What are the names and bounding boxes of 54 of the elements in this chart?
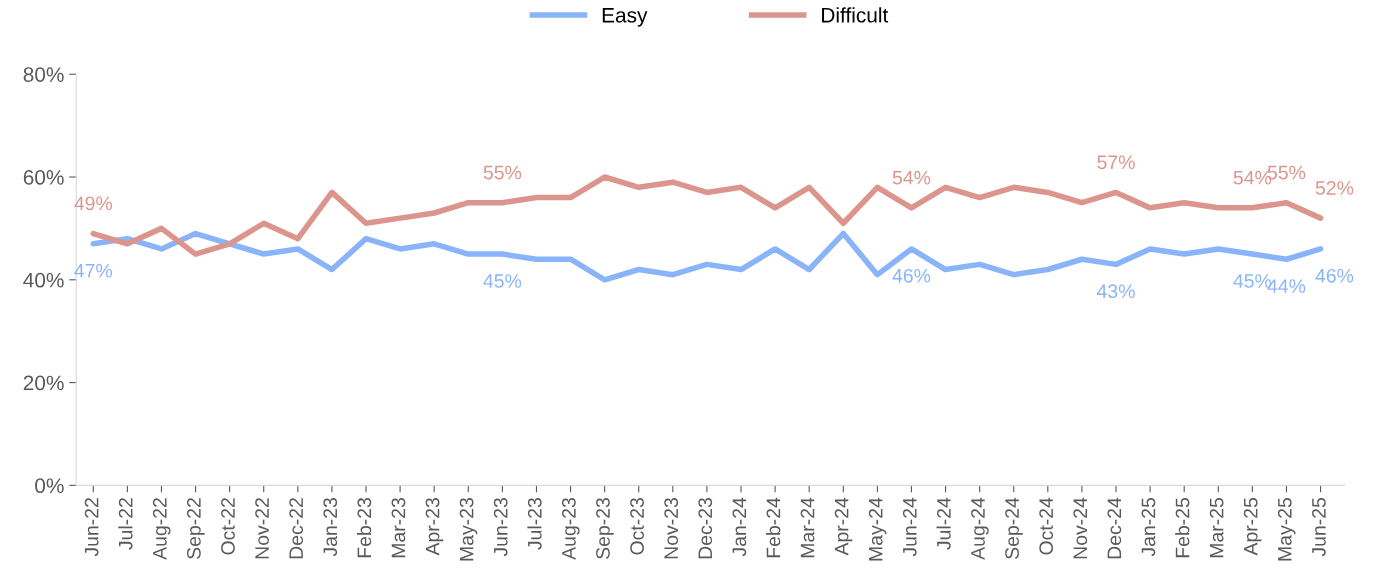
x-tick-label: Jan-24 — [732, 497, 747, 557]
x-tick-label: Aug-23 — [562, 498, 580, 560]
x-tick-label: Nov-22 — [255, 498, 269, 559]
data-label: 54% — [892, 170, 931, 185]
data-label: 57% — [1097, 155, 1135, 170]
x-tick-label: Sep-23 — [596, 498, 614, 559]
x-tick-label: Jun-22 — [84, 498, 99, 557]
x-tick-label: May-24 — [868, 497, 887, 561]
x-tick-label: Feb-25 — [1175, 497, 1190, 558]
x-tick-label: Apr-25 — [1243, 497, 1262, 556]
x-tick-label: Jul-24 — [936, 497, 951, 550]
legend-label: Difficult — [822, 7, 889, 23]
x-tick-label: Apr-23 — [425, 498, 444, 556]
data-label: 52% — [1315, 181, 1354, 195]
x-tick-label: Dec-22 — [289, 498, 304, 559]
x-tick-label: May-23 — [459, 498, 478, 561]
data-label: 49% — [74, 196, 113, 211]
y-tick-label: 20% — [23, 375, 64, 391]
x-tick-label: Jul-23 — [527, 498, 542, 550]
x-tick-label: Jun-24 — [902, 497, 917, 557]
x-tick-label: May-25 — [1277, 497, 1296, 561]
x-tick-label: Feb-24 — [766, 497, 781, 558]
x-tick-label: Jan-23 — [323, 498, 338, 557]
x-tick-label: Dec-24 — [1107, 497, 1122, 559]
x-tick-label: Nov-23 — [664, 498, 679, 559]
x-tick-label: Nov-24 — [1073, 497, 1088, 559]
x-tick-label: Oct-24 — [1039, 497, 1054, 555]
x-tick-label: Oct-23 — [630, 498, 644, 555]
x-tick-label: Sep-24 — [1005, 497, 1023, 559]
data-label: 46% — [1315, 268, 1354, 283]
data-label: 46% — [892, 268, 931, 283]
x-tick-label: Sep-22 — [187, 498, 205, 559]
data-label: 55% — [483, 165, 522, 180]
y-tick-label: 80% — [23, 67, 64, 82]
data-label: 47% — [74, 263, 113, 278]
data-label: 45% — [483, 274, 522, 288]
y-tick-label: 60% — [23, 170, 64, 185]
legend-label: Easy — [602, 8, 648, 27]
x-tick-label: Dec-23 — [698, 498, 713, 559]
x-tick-label: Apr-24 — [834, 497, 853, 556]
y-tick-label: 0% — [35, 478, 64, 494]
x-tick-label: Mar-25 — [1209, 497, 1224, 558]
x-tick-label: Jun-23 — [493, 498, 508, 557]
x-tick-label: Aug-22 — [152, 498, 171, 560]
data-label: 43% — [1097, 284, 1135, 299]
x-tick-label: Mar-23 — [391, 498, 406, 558]
x-tick-label: Mar-24 — [800, 497, 815, 558]
x-tick-label: Oct-22 — [221, 498, 235, 555]
x-tick-label: Feb-23 — [356, 498, 372, 558]
x-tick-label: Jan-25 — [1141, 497, 1156, 557]
y-tick-label: 40% — [23, 272, 64, 288]
x-tick-label: Jun-25 — [1312, 497, 1326, 557]
x-tick-label: Jul-22 — [118, 498, 133, 550]
x-tick-label: Aug-24 — [971, 497, 989, 560]
